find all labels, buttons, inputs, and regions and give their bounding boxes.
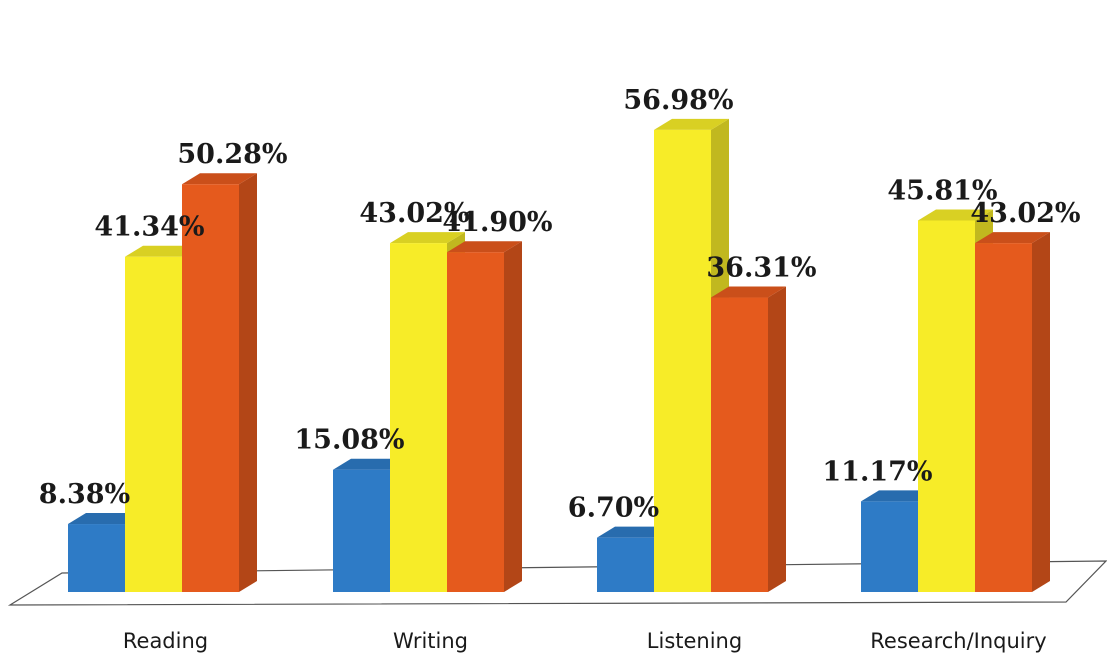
bar-side-face bbox=[239, 173, 257, 593]
bar-top-face bbox=[918, 209, 993, 221]
data-label: 45.81% bbox=[887, 175, 997, 206]
bar-writing-orange bbox=[447, 241, 522, 593]
data-label: 8.38% bbox=[39, 479, 130, 510]
bar-front-face bbox=[711, 297, 768, 592]
data-labels-group: 8.38%41.34%50.28%15.08%43.02%41.90%6.70%… bbox=[39, 85, 1081, 524]
data-label: 41.34% bbox=[94, 212, 204, 243]
data-label: 50.28% bbox=[177, 139, 287, 170]
bar-top-face bbox=[390, 232, 465, 244]
bars-group bbox=[68, 118, 1050, 593]
bar-top-face bbox=[333, 458, 408, 470]
bar-front-face bbox=[975, 243, 1032, 593]
bar-top-face bbox=[447, 241, 522, 253]
bar-top-face bbox=[975, 232, 1050, 244]
bar-top-face bbox=[68, 513, 143, 525]
bar-front-face bbox=[182, 184, 239, 593]
category-label: Research/Inquiry bbox=[870, 629, 1046, 653]
bar-front-face bbox=[918, 220, 975, 592]
data-label: 41.90% bbox=[442, 207, 552, 238]
category-label: Reading bbox=[123, 629, 208, 653]
bar-side-face bbox=[504, 241, 522, 593]
data-label: 36.31% bbox=[706, 253, 816, 284]
bar-top-face bbox=[597, 526, 672, 538]
data-label: 6.70% bbox=[568, 493, 659, 524]
bar-top-face bbox=[182, 173, 257, 185]
bar-research-inquiry-orange bbox=[975, 232, 1050, 593]
data-label: 15.08% bbox=[294, 425, 404, 456]
bar-side-face bbox=[1032, 232, 1050, 593]
bar-side-face bbox=[768, 286, 786, 592]
bar-top-face bbox=[654, 118, 729, 130]
bar-listening-orange bbox=[711, 286, 786, 592]
bar-front-face bbox=[333, 469, 390, 592]
bar-front-face bbox=[447, 252, 504, 593]
bar-reading-orange bbox=[182, 173, 257, 593]
category-labels-group: Reading Writing Listening Research/Inquiry bbox=[123, 629, 1047, 653]
bar-front-face bbox=[861, 501, 918, 592]
category-label: Listening bbox=[647, 629, 742, 653]
data-label: 56.98% bbox=[623, 85, 733, 116]
bar-front-face bbox=[654, 129, 711, 592]
bar-front-face bbox=[390, 243, 447, 593]
category-label: Writing bbox=[393, 629, 468, 653]
bar-top-face bbox=[125, 245, 200, 257]
data-label: 43.02% bbox=[359, 198, 469, 229]
data-label: 43.02% bbox=[970, 198, 1080, 229]
bar-front-face bbox=[125, 256, 182, 592]
bar-top-face bbox=[861, 490, 936, 502]
bar-top-face bbox=[711, 286, 786, 298]
data-label: 11.17% bbox=[822, 456, 932, 487]
bar-front-face bbox=[597, 537, 654, 592]
bar-front-face bbox=[68, 524, 125, 592]
